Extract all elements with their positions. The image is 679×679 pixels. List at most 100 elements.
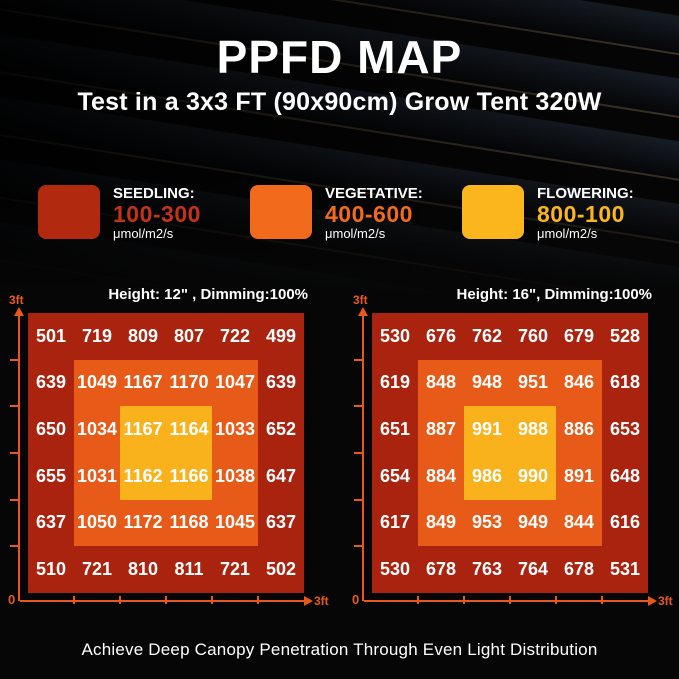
ppfd-value-cell: 1168 xyxy=(166,499,212,547)
axis-tick xyxy=(10,452,18,454)
ppfd-value-cell: 849 xyxy=(418,499,464,547)
axis-tick xyxy=(509,596,511,604)
ppfd-value-cell: 1162 xyxy=(120,453,166,500)
ppfd-value-cell: 1049 xyxy=(74,359,120,407)
legend-text: SEEDLING: 100-300 μmol/m2/s xyxy=(113,185,201,241)
ppfd-value-cell: 530 xyxy=(372,313,418,360)
ppfd-value-cell: 639 xyxy=(28,359,74,407)
ppfd-value-cell: 884 xyxy=(418,453,464,500)
ppfd-value-cell: 1045 xyxy=(212,499,258,547)
ppfd-value-cell: 886 xyxy=(556,406,602,453)
legend-range: 400-600 xyxy=(325,201,413,227)
legend-unit: μmol/m2/s xyxy=(537,226,598,241)
y-axis-max-label: 3ft xyxy=(353,293,368,307)
ppfd-value-cell: 1164 xyxy=(166,406,212,453)
ppfd-value-cell: 949 xyxy=(510,499,556,547)
axis-origin-label: 0 xyxy=(8,592,16,607)
chart-title: Height: 12" , Dimming:100% xyxy=(108,286,308,303)
legend-item-flowering: FLOWERING: 800-100 μmol/m2/s xyxy=(462,185,634,241)
ppfd-value-cell: 810 xyxy=(120,546,166,593)
ppfd-value-cell: 846 xyxy=(556,359,602,407)
page-subtitle: Test in a 3x3 FT (90x90cm) Grow Tent 320… xyxy=(77,88,602,116)
axis-tick xyxy=(118,596,121,604)
ppfd-value-cell: 654 xyxy=(372,453,418,500)
ppfd-value-cell: 719 xyxy=(74,313,120,360)
ppfd-value-cell: 637 xyxy=(28,499,74,547)
legend-label: SEEDLING: xyxy=(113,185,195,202)
ppfd-value-cell: 721 xyxy=(212,546,258,593)
axis-tick xyxy=(210,596,213,604)
axis-tick xyxy=(10,545,18,548)
ppfd-value-cell: 1038 xyxy=(212,453,258,500)
legend-label: FLOWERING: xyxy=(537,185,634,202)
legend-unit: μmol/m2/s xyxy=(325,226,386,241)
chart-title: Height: 16", Dimming:100% xyxy=(456,286,652,303)
ppfd-value-cell: 502 xyxy=(258,546,304,593)
ppfd-value-cell: 510 xyxy=(28,546,74,593)
footer-caption: Achieve Deep Canopy Penetration Through … xyxy=(81,640,598,659)
ppfd-value-cell: 953 xyxy=(464,499,510,547)
x-axis-max-label: 3ft xyxy=(314,594,329,608)
legend-text: FLOWERING: 800-100 μmol/m2/s xyxy=(537,185,634,241)
x-axis xyxy=(20,600,306,602)
seedling-color-swatch xyxy=(38,185,100,239)
y-axis-ticks xyxy=(354,313,362,593)
y-axis-arrow-icon xyxy=(358,307,368,316)
ppfd-value-cell: 647 xyxy=(258,453,304,500)
legend-item-vegetative: VEGETATIVE: 400-600 μmol/m2/s xyxy=(250,185,423,241)
ppfd-value-cell: 809 xyxy=(120,313,166,360)
legend-label: VEGETATIVE: xyxy=(325,185,423,202)
y-axis xyxy=(18,315,20,601)
ppfd-value-cell: 991 xyxy=(464,406,510,453)
ppfd-value-cell: 948 xyxy=(464,359,510,407)
ppfd-value-cell: 891 xyxy=(556,453,602,500)
x-axis-ticks xyxy=(28,596,304,604)
axis-tick xyxy=(10,498,18,501)
background-bottom-fade xyxy=(0,0,679,300)
axis-tick xyxy=(601,596,603,604)
legend-range: 800-100 xyxy=(537,201,625,227)
ppfd-value-cell: 990 xyxy=(510,453,556,500)
ppfd-value-cell: 811 xyxy=(166,546,212,593)
ppfd-value-cell: 679 xyxy=(556,313,602,360)
legend-text: VEGETATIVE: 400-600 μmol/m2/s xyxy=(325,185,423,241)
axis-tick xyxy=(462,596,465,604)
ppfd-value-cell: 1172 xyxy=(120,499,166,547)
ppfd-value-cell: 676 xyxy=(418,313,464,360)
y-axis-ticks xyxy=(10,313,18,593)
ppfd-value-cell: 651 xyxy=(372,406,418,453)
ppfd-value-cell: 639 xyxy=(258,359,304,407)
ppfd-value-cell: 722 xyxy=(212,313,258,360)
ppfd-value-cell: 655 xyxy=(28,453,74,500)
axis-tick xyxy=(10,358,18,361)
ppfd-value-cell: 721 xyxy=(74,546,120,593)
flowering-color-swatch xyxy=(462,185,524,239)
ppfd-value-cell: 1031 xyxy=(74,453,120,500)
ppfd-chart-12in: Height: 12" , Dimming:100% 3ft 501 719 809… xyxy=(6,283,336,633)
ppfd-value-cell: 986 xyxy=(464,453,510,500)
axis-tick xyxy=(72,596,75,604)
ppfd-value-cell: 1166 xyxy=(166,453,212,500)
axis-tick xyxy=(554,596,557,604)
axis-origin-label: 0 xyxy=(352,592,360,607)
ppfd-heatmap-grid: 501 719 809 807 722 499 639 1049 1167 1170 1047 639… xyxy=(28,313,304,593)
ppfd-value-cell: 530 xyxy=(372,546,418,593)
grow-light-background-photo xyxy=(0,0,679,300)
axis-tick xyxy=(10,405,18,408)
axis-tick xyxy=(416,596,419,604)
ppfd-value-cell: 1033 xyxy=(212,406,258,453)
axis-tick xyxy=(354,545,362,548)
x-axis-arrow-icon xyxy=(304,596,313,606)
ppfd-value-cell: 887 xyxy=(418,406,464,453)
ppfd-value-cell: 1050 xyxy=(74,499,120,547)
ppfd-value-cell: 616 xyxy=(602,499,648,547)
axis-tick xyxy=(354,405,362,408)
ppfd-value-cell: 617 xyxy=(372,499,418,547)
ppfd-value-cell: 648 xyxy=(602,453,648,500)
ppfd-value-cell: 653 xyxy=(602,406,648,453)
axis-tick xyxy=(354,452,362,454)
ppfd-value-cell: 762 xyxy=(464,313,510,360)
ppfd-value-cell: 1170 xyxy=(166,359,212,407)
y-axis-arrow-icon xyxy=(14,307,24,316)
